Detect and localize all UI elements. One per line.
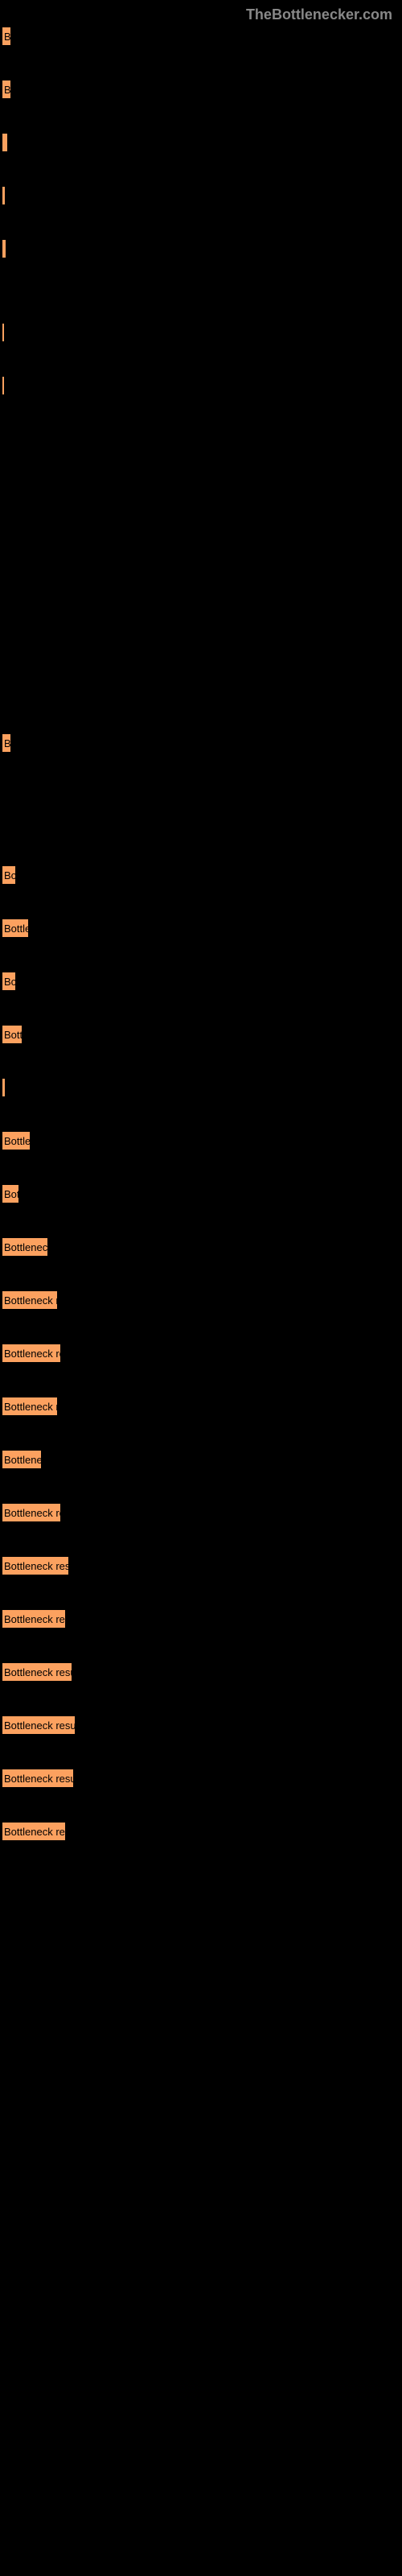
bar-row: Bottleneck resu (2, 1609, 400, 1629)
chart-bar (2, 239, 6, 258)
bar-row: Bottleneck result (2, 1556, 400, 1575)
chart-bar: Bottleneck result (2, 1662, 72, 1682)
bar-row: Bottleneck res (2, 1503, 400, 1522)
chart-bar (2, 1078, 6, 1097)
bar-row (2, 323, 400, 342)
bar-row: Bottleneck resu (2, 1822, 400, 1841)
chart-bar (2, 376, 5, 395)
bar-row: Bottlen (2, 1131, 400, 1150)
bar-row: Bottleneck result (2, 1769, 400, 1788)
bar-row: Bottler (2, 919, 400, 938)
chart-bar: Bot (2, 1184, 19, 1203)
chart-bar: Bottleneck resu (2, 1609, 66, 1629)
chart-bar: B (2, 80, 11, 99)
bar-row (2, 186, 400, 205)
chart-bar: Bottleneck (2, 1450, 42, 1469)
chart-bar (2, 186, 6, 205)
bar-chart: B B B Bo Bottler Bo Bottl Bottlen Bot Bottleneck B… (0, 27, 402, 1841)
bar-row: Bo (2, 972, 400, 991)
bar-row (2, 239, 400, 258)
chart-bar: Bottleneck result (2, 1769, 74, 1788)
bar-row: Bottleneck res (2, 1344, 400, 1363)
chart-bar: Bottleneck re (2, 1397, 58, 1416)
bar-row: Bottl (2, 1025, 400, 1044)
bar-row: Bot (2, 1184, 400, 1203)
bar-row: Bottleneck (2, 1237, 400, 1257)
chart-bar: Bottleneck resu (2, 1822, 66, 1841)
chart-bar: Bottleneck res (2, 1344, 61, 1363)
chart-bar: Bottler (2, 919, 29, 938)
chart-bar: B (2, 27, 11, 46)
bar-row (2, 376, 400, 395)
bar-row: Bottleneck result (2, 1662, 400, 1682)
chart-bar: Bo (2, 972, 16, 991)
chart-bar: Bottleneck res (2, 1503, 61, 1522)
chart-bar: Bottlen (2, 1131, 31, 1150)
bar-row: B (2, 733, 400, 753)
chart-bar: Bo (2, 865, 16, 885)
bar-row: B (2, 80, 400, 99)
bar-row: Bo (2, 865, 400, 885)
chart-bar (2, 133, 8, 152)
bar-row: B (2, 27, 400, 46)
bar-row: Bottleneck (2, 1450, 400, 1469)
bar-row (2, 1078, 400, 1097)
chart-bar: Bottleneck (2, 1237, 48, 1257)
chart-bar: Bottleneck result (2, 1556, 69, 1575)
chart-bar: Bottleneck result (2, 1715, 76, 1735)
chart-bar: Bottleneck re (2, 1290, 58, 1310)
chart-bar (2, 323, 5, 342)
bar-row: Bottleneck result (2, 1715, 400, 1735)
bar-row (2, 133, 400, 152)
bar-row: Bottleneck re (2, 1397, 400, 1416)
chart-bar: B (2, 733, 11, 753)
bar-row: Bottleneck re (2, 1290, 400, 1310)
chart-bar: Bottl (2, 1025, 23, 1044)
site-title: TheBottlenecker.com (246, 6, 392, 23)
site-header: TheBottlenecker.com (0, 0, 402, 27)
